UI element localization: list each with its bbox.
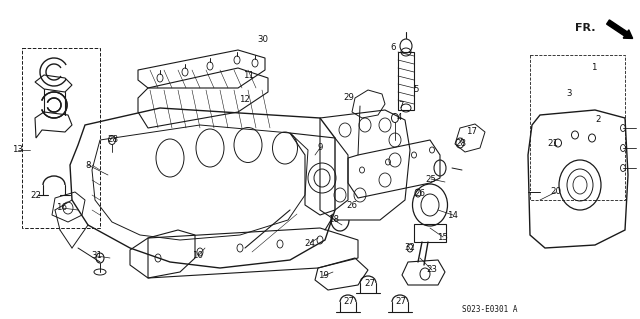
Text: 12: 12	[239, 95, 250, 105]
Text: 28: 28	[456, 138, 467, 147]
Text: 23: 23	[426, 265, 438, 275]
Text: 28: 28	[108, 136, 118, 145]
Text: 1: 1	[591, 63, 596, 72]
Text: 3: 3	[566, 90, 572, 99]
Text: 16: 16	[56, 204, 67, 212]
Text: 26: 26	[415, 189, 426, 197]
Text: 27: 27	[396, 298, 406, 307]
Text: 21: 21	[547, 139, 559, 149]
Text: 32: 32	[404, 243, 415, 253]
Text: 27: 27	[344, 298, 355, 307]
Text: 29: 29	[344, 93, 355, 102]
Text: 11: 11	[243, 70, 255, 79]
Text: 26: 26	[346, 201, 358, 210]
Text: 5: 5	[413, 85, 419, 94]
Text: 17: 17	[467, 127, 477, 136]
Text: 18: 18	[328, 216, 339, 225]
Text: 31: 31	[92, 251, 102, 261]
Text: 6: 6	[390, 43, 396, 53]
Text: 14: 14	[447, 211, 458, 219]
Text: S023-E0301 A: S023-E0301 A	[462, 306, 518, 315]
Text: 4: 4	[396, 114, 402, 122]
Text: 30: 30	[257, 35, 269, 44]
Text: FR.: FR.	[575, 23, 595, 33]
Bar	[398, 52, 414, 110]
Text: 22: 22	[31, 191, 42, 201]
Text: 7: 7	[398, 101, 404, 110]
Text: 27: 27	[365, 278, 376, 287]
Text: 8: 8	[85, 160, 91, 169]
Text: 13: 13	[13, 145, 24, 154]
Text: 19: 19	[317, 271, 328, 280]
Text: 20: 20	[550, 188, 561, 197]
Text: 25: 25	[426, 174, 436, 183]
Text: 15: 15	[438, 233, 449, 241]
Text: 9: 9	[317, 144, 323, 152]
Bar	[530, 55, 625, 200]
Text: 10: 10	[193, 251, 204, 261]
Text: 2: 2	[595, 115, 601, 124]
Bar	[414, 224, 446, 242]
Text: 24: 24	[305, 239, 316, 248]
FancyArrow shape	[607, 20, 633, 38]
Bar	[22, 48, 100, 228]
